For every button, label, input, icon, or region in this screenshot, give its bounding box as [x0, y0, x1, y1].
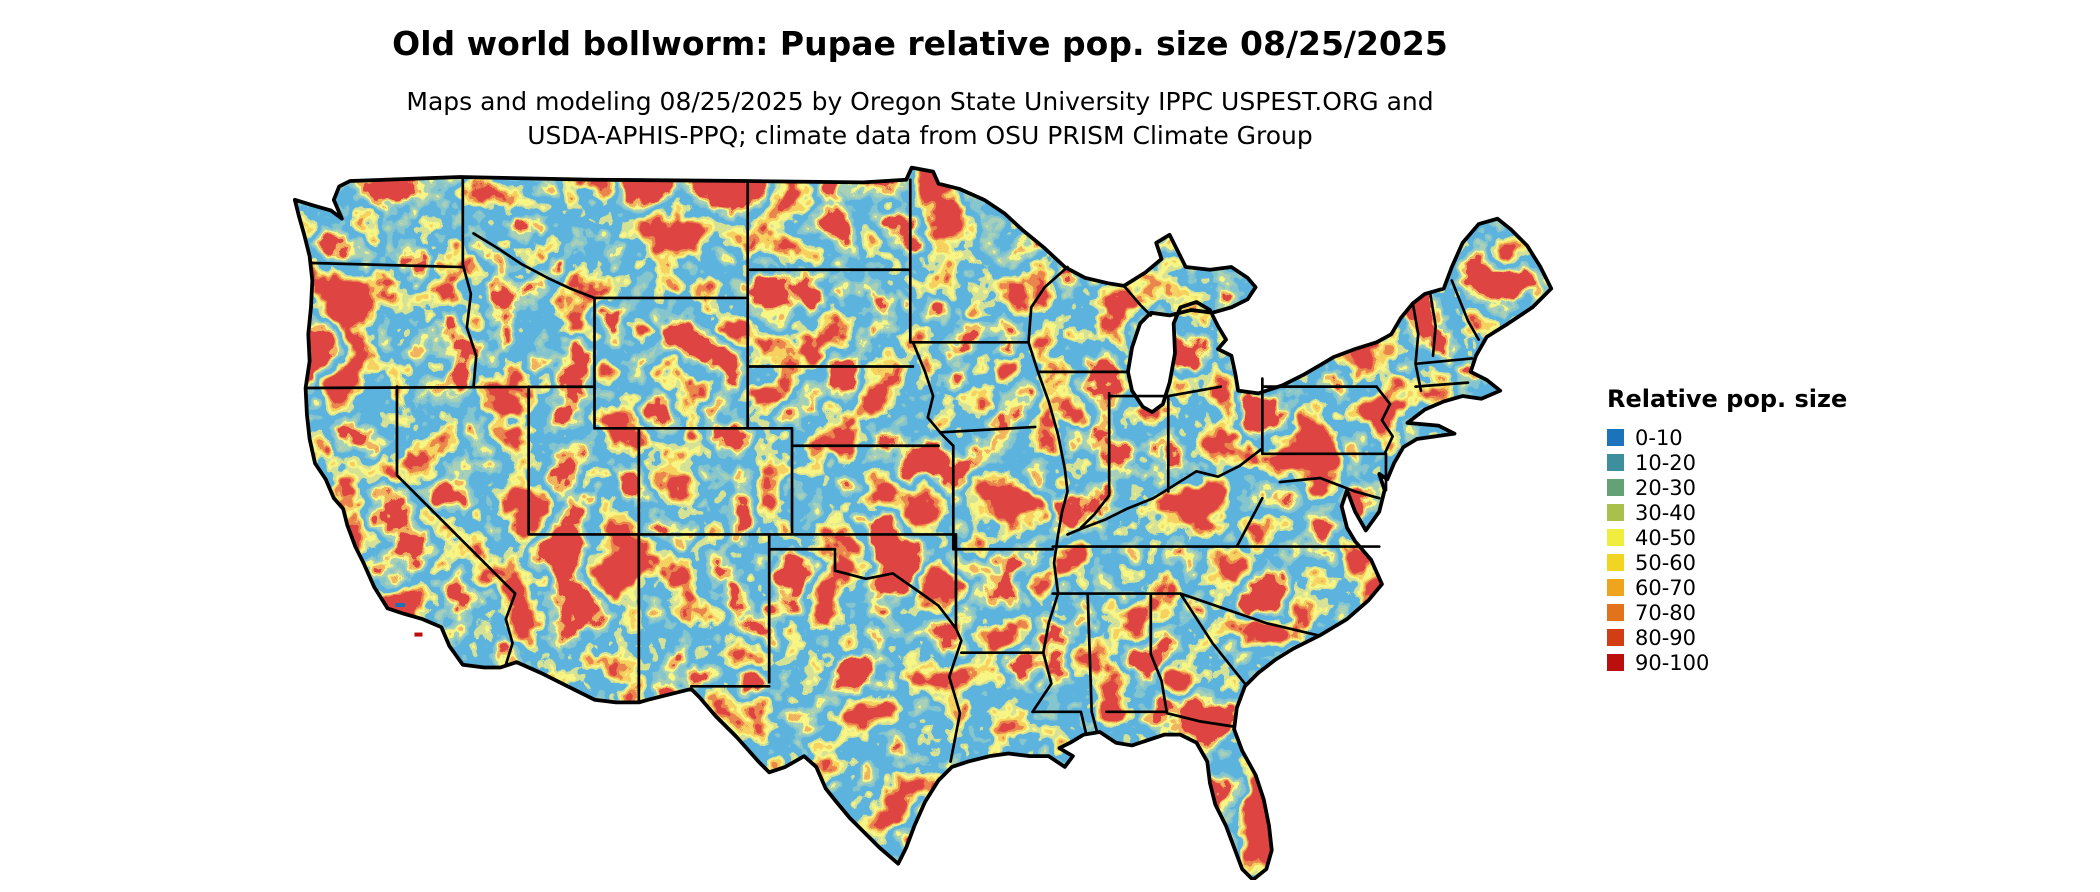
map-subtitle-line2: USDA-APHIS-PPQ; climate data from OSU PR…	[527, 121, 1313, 150]
legend-swatch	[1607, 579, 1624, 596]
legend-label: 20-30	[1635, 475, 1697, 500]
us-map	[272, 158, 1562, 880]
legend-item: 20-30	[1607, 475, 1847, 500]
legend-label: 90-100	[1635, 650, 1710, 675]
legend-label: 60-70	[1635, 575, 1697, 600]
legend-item: 50-60	[1607, 550, 1847, 575]
legend-label: 50-60	[1635, 550, 1697, 575]
legend-item: 90-100	[1607, 650, 1847, 675]
offshore-islands	[395, 602, 423, 637]
legend-swatch	[1607, 604, 1624, 621]
state-borders	[304, 177, 1481, 763]
legend-swatch	[1607, 479, 1624, 496]
legend-item: 30-40	[1607, 500, 1847, 525]
legend-swatch	[1607, 629, 1624, 646]
legend-item: 0-10	[1607, 425, 1847, 450]
legend-item: 70-80	[1607, 600, 1847, 625]
legend-label: 70-80	[1635, 600, 1697, 625]
legend-label: 80-90	[1635, 625, 1697, 650]
legend-swatch	[1607, 529, 1624, 546]
page-title: Old world bollworm: Pupae relative pop. …	[392, 24, 1448, 63]
legend-item: 80-90	[1607, 625, 1847, 650]
map-header: Old world bollworm: Pupae relative pop. …	[0, 0, 1840, 153]
map-legend: Relative pop. size 0-10 10-20 20-30 30-4…	[1607, 385, 1847, 675]
map-subtitle-line1: Maps and modeling 08/25/2025 by Oregon S…	[406, 87, 1434, 116]
legend-label: 10-20	[1635, 450, 1697, 475]
legend-label: 0-10	[1635, 425, 1683, 450]
legend-swatch	[1607, 454, 1624, 471]
legend-swatch	[1607, 429, 1624, 446]
legend-label: 30-40	[1635, 500, 1697, 525]
us-outline	[292, 165, 1554, 880]
us-map-svg	[292, 165, 1554, 880]
legend-title: Relative pop. size	[1607, 385, 1848, 413]
legend-swatch	[1607, 504, 1624, 521]
legend-item: 60-70	[1607, 575, 1847, 600]
legend-item: 40-50	[1607, 525, 1847, 550]
legend-item: 10-20	[1607, 450, 1847, 475]
legend-swatch	[1607, 654, 1624, 671]
legend-swatch	[1607, 554, 1624, 571]
legend-label: 40-50	[1635, 525, 1697, 550]
population-raster	[294, 167, 1552, 879]
